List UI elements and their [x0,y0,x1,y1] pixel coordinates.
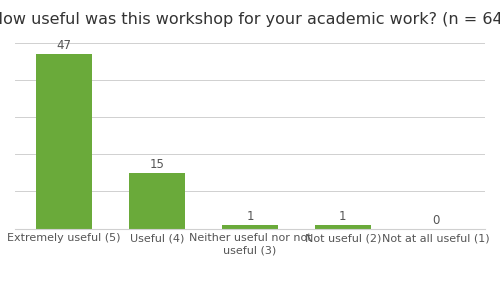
Text: 0: 0 [432,214,440,227]
Text: 47: 47 [56,39,72,52]
Title: How useful was this workshop for your academic work? (n = 64): How useful was this workshop for your ac… [0,12,500,27]
Text: 1: 1 [246,210,254,223]
Bar [315,225,371,229]
Text: 1: 1 [339,210,346,223]
Bar [36,54,92,229]
Bar [129,173,185,229]
Bar [222,225,278,229]
Text: 15: 15 [150,158,164,171]
